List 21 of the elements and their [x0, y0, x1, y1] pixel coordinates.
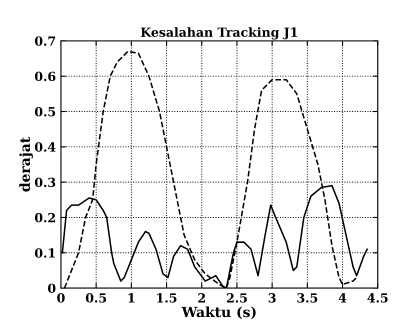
x-tick-label: 3.5: [297, 293, 318, 303]
y-tick-label: 0.2: [34, 212, 55, 222]
x-tick-label: 3: [268, 293, 276, 303]
x-axis-title: Waktu (s): [182, 306, 256, 320]
x-tick-label: 2.5: [226, 293, 247, 303]
y-tick-label: 0: [48, 284, 56, 294]
y-tick-label: 0.6: [34, 72, 56, 82]
y-tick-label: 0.7: [34, 36, 56, 46]
x-tick-label: 1: [128, 293, 134, 302]
y-tick-label: 0.1: [34, 248, 55, 258]
x-tick-label: 1.5: [157, 293, 176, 303]
x-tick-label: 4.5: [367, 293, 388, 303]
x-tick-label: 4: [338, 293, 346, 302]
x-tick-label: 0.5: [86, 293, 106, 303]
x-tick-label: 0: [57, 293, 65, 303]
y-tick-label: 0.4: [34, 142, 56, 152]
y-tick-label: 0.5: [34, 106, 56, 116]
y-axis-title: derajat: [19, 136, 33, 192]
x-tick-label: 2: [198, 293, 205, 302]
chart-title: Kesalahan Tracking J1: [140, 27, 298, 40]
y-tick-label: 0.3: [34, 178, 56, 188]
